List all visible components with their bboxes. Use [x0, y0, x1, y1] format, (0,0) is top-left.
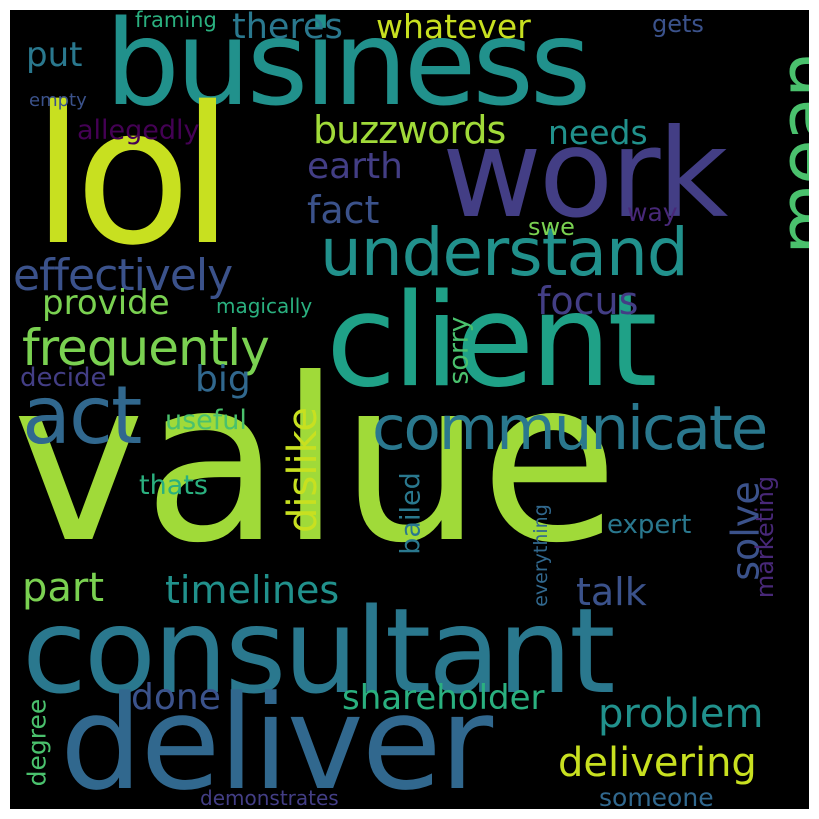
- word-value: value: [12, 331, 619, 593]
- word-someone: someone: [599, 783, 714, 809]
- word-expert: expert: [607, 510, 692, 540]
- word-cloud: value consultant deliver business lol cl…: [10, 10, 809, 809]
- word-work: work: [442, 103, 728, 245]
- word-useful: useful: [165, 405, 247, 436]
- word-talk: talk: [576, 570, 647, 614]
- word-bailed: bailed: [395, 472, 427, 555]
- word-demonstrates: demonstrates: [200, 786, 339, 809]
- word-done: done: [131, 677, 221, 718]
- word-everything: everything: [529, 504, 552, 607]
- word-theres: theres: [232, 10, 343, 47]
- word-timelines: timelines: [165, 568, 340, 612]
- word-empty: empty: [29, 90, 87, 111]
- word-magically: magically: [216, 294, 313, 318]
- word-swe: swe: [528, 213, 575, 241]
- word-whatever: whatever: [376, 10, 531, 46]
- word-gets: gets: [652, 10, 704, 38]
- word-sorry: sorry: [443, 316, 475, 385]
- word-provide: provide: [42, 283, 170, 323]
- word-allegedly: allegedly: [77, 115, 200, 146]
- word-deliver: deliver: [60, 667, 493, 809]
- word-marketing: marketing: [751, 475, 780, 599]
- word-understand: understand: [320, 214, 689, 291]
- word-fact: fact: [307, 188, 380, 232]
- word-big: big: [195, 359, 251, 400]
- word-thats: thats: [139, 470, 208, 501]
- word-delivering: delivering: [558, 740, 757, 786]
- word-focus: focus: [537, 279, 639, 323]
- word-business: business: [105, 10, 591, 132]
- word-problem: problem: [598, 691, 764, 737]
- word-consultant: consultant: [22, 582, 616, 720]
- word-needs: needs: [548, 113, 648, 152]
- word-buzzwords: buzzwords: [313, 108, 506, 152]
- word-framing: framing: [135, 10, 217, 32]
- word-dislike: dislike: [279, 407, 326, 533]
- word-shareholder: shareholder: [342, 678, 545, 718]
- word-part: part: [22, 565, 105, 611]
- word-act: act: [22, 369, 142, 462]
- word-client: client: [326, 267, 658, 416]
- word-mean: mean: [762, 53, 809, 255]
- word-way: way: [627, 198, 678, 227]
- word-put: put: [26, 35, 83, 75]
- word-lol: lol: [32, 66, 234, 287]
- word-decide: decide: [20, 363, 107, 393]
- word-frequently: frequently: [22, 319, 270, 377]
- word-degree: degree: [22, 698, 52, 787]
- word-effectively: effectively: [13, 250, 233, 301]
- word-communicate: communicate: [372, 393, 768, 464]
- word-earth: earth: [307, 146, 403, 187]
